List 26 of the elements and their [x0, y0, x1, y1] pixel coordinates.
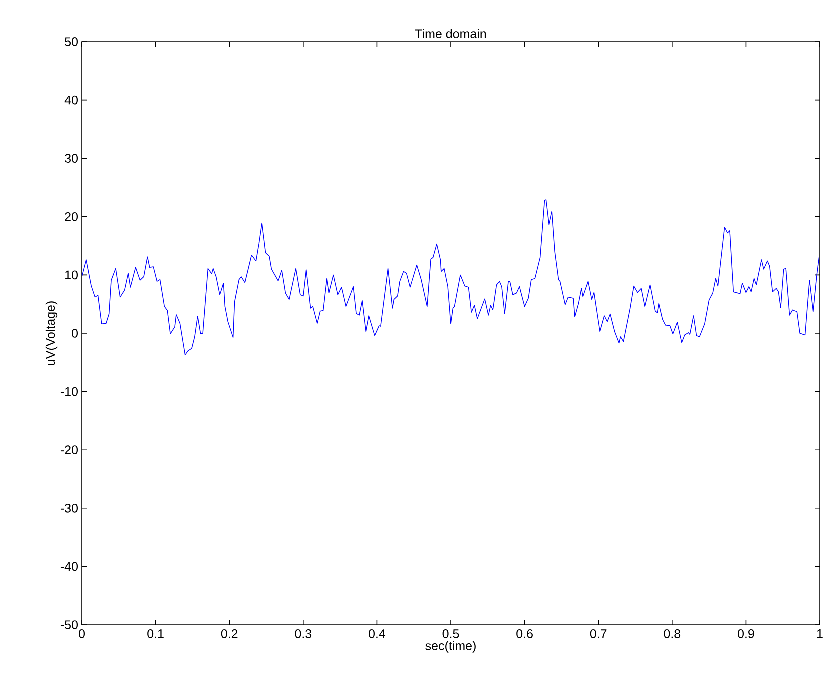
y-tick-label: 40: [64, 96, 78, 105]
y-tick-label: 10: [66, 270, 78, 280]
x-tick-label: 0.1: [148, 630, 164, 638]
chart-title: Time domain: [415, 29, 486, 38]
x-tick-label: 0.5: [442, 630, 460, 638]
line-series: [82, 200, 820, 356]
x-tick-label: 0: [79, 630, 85, 638]
y-tick-label: 0: [72, 329, 78, 338]
y-tick-label: -40: [60, 562, 78, 572]
x-tick-label: 0.4: [369, 630, 386, 638]
y-tick-label: 30: [65, 154, 78, 164]
y-tick-label: -10: [60, 387, 78, 396]
y-tick-label: 50: [65, 38, 78, 46]
x-tick-label: 0.9: [738, 630, 754, 638]
x-tick-label: 0.6: [516, 630, 533, 638]
y-tick-label: -30: [60, 504, 78, 513]
y-tick-label: -20: [60, 446, 78, 455]
y-tick-label: -50: [60, 620, 78, 630]
x-tick-label: 0.8: [664, 630, 681, 638]
y-axis-title: uV(Voltage): [46, 302, 58, 366]
x-tick-label: 0.7: [590, 630, 607, 638]
x-tick-label: 0.2: [221, 630, 238, 638]
x-axis-title: sec(time): [426, 641, 476, 653]
x-tick-label: 0.3: [295, 630, 312, 638]
x-tick-label: 1: [817, 630, 823, 638]
y-tick-label: 20: [65, 212, 78, 222]
